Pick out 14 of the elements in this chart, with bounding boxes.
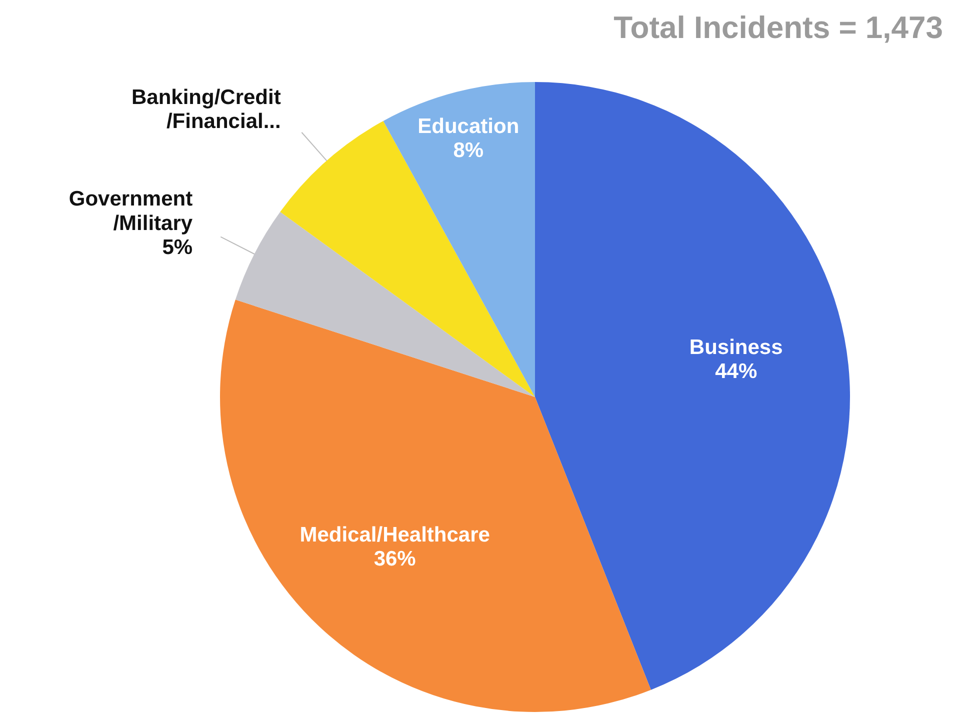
data-label: 36% [374, 548, 416, 571]
pie-slice [220, 300, 651, 712]
chart-title: Total Incidents = 1,473 [614, 10, 943, 46]
data-label: 8% [453, 139, 484, 162]
slice-label: Banking/Credit/Financial... [132, 86, 281, 134]
data-label: 5% [162, 236, 193, 260]
pie-slice [235, 212, 535, 397]
slice-label: Medical/Healthcare [300, 524, 490, 547]
data-label: 44% [715, 360, 758, 384]
slice-label: Government/Military [68, 188, 193, 235]
pie-slice [535, 82, 850, 690]
slice-label: Business [689, 336, 783, 359]
pie-slice [383, 82, 535, 397]
slice-label: Education [418, 114, 520, 138]
